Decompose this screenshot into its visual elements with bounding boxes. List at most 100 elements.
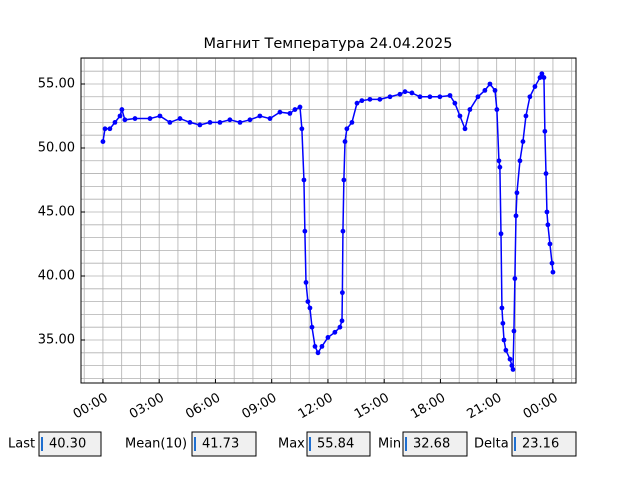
data-point bbox=[147, 116, 153, 121]
x-tick-label: 18:00 bbox=[408, 391, 448, 423]
data-point bbox=[267, 116, 273, 121]
data-point bbox=[547, 241, 553, 247]
data-point bbox=[475, 94, 481, 100]
data-point bbox=[539, 71, 545, 77]
x-tick-label: 06:00 bbox=[183, 391, 223, 423]
data-point bbox=[339, 290, 345, 296]
data-point bbox=[487, 81, 493, 87]
data-point bbox=[503, 347, 509, 353]
data-point bbox=[501, 337, 507, 343]
data-point bbox=[107, 126, 113, 132]
data-point bbox=[227, 117, 233, 123]
data-point bbox=[309, 324, 315, 330]
data-point bbox=[307, 305, 313, 311]
data-point bbox=[117, 113, 123, 119]
data-point bbox=[510, 367, 516, 372]
data-point bbox=[119, 107, 125, 112]
data-point bbox=[292, 107, 298, 112]
data-point bbox=[457, 113, 463, 119]
data-point bbox=[122, 117, 128, 123]
data-point bbox=[496, 158, 502, 164]
data-point bbox=[301, 177, 307, 183]
chart-title: Магнит Температура 24.04.2025 bbox=[204, 36, 453, 52]
stat-label: Min bbox=[378, 437, 401, 452]
data-point bbox=[417, 94, 423, 100]
x-tick-label: 09:00 bbox=[239, 391, 279, 423]
stat-value: 32.68 bbox=[413, 437, 450, 452]
data-point bbox=[287, 111, 293, 116]
data-point bbox=[342, 139, 348, 144]
plot-frame bbox=[80, 57, 577, 384]
stat-box[interactable] bbox=[402, 431, 468, 457]
data-point bbox=[302, 228, 308, 234]
data-point bbox=[197, 122, 203, 128]
data-point bbox=[167, 119, 173, 125]
data-point bbox=[402, 89, 408, 95]
data-point bbox=[462, 126, 468, 132]
stat-value: 55.84 bbox=[317, 437, 354, 452]
x-tick-label: 15:00 bbox=[352, 391, 392, 423]
data-point bbox=[497, 164, 503, 170]
data-point bbox=[359, 98, 365, 104]
data-point bbox=[337, 324, 343, 330]
data-point bbox=[482, 87, 488, 93]
data-point bbox=[541, 75, 547, 80]
data-point bbox=[507, 356, 513, 362]
data-point bbox=[102, 126, 108, 132]
x-tick-label: 12:00 bbox=[296, 391, 336, 423]
stat-box[interactable] bbox=[306, 431, 371, 457]
data-point bbox=[544, 209, 550, 215]
data-point bbox=[354, 100, 360, 106]
data-point bbox=[325, 335, 331, 340]
stat-box[interactable] bbox=[191, 431, 257, 457]
data-point bbox=[409, 90, 415, 96]
stat-value: 41.73 bbox=[202, 437, 239, 452]
data-point bbox=[305, 299, 311, 304]
stat-label: Mean(10) bbox=[125, 437, 187, 452]
data-point bbox=[492, 87, 498, 93]
stat-value: 40.30 bbox=[49, 437, 86, 452]
data-point bbox=[303, 279, 309, 285]
data-point bbox=[514, 190, 520, 196]
data-point bbox=[319, 343, 325, 349]
data-point bbox=[367, 96, 373, 102]
data-point bbox=[247, 117, 253, 123]
data-point bbox=[532, 84, 538, 89]
data-point bbox=[100, 139, 106, 144]
data-point bbox=[467, 107, 473, 112]
data-point bbox=[537, 75, 543, 80]
data-point bbox=[509, 363, 515, 368]
data-point bbox=[257, 113, 263, 119]
stat-box[interactable] bbox=[511, 431, 577, 457]
stat-label: Delta bbox=[474, 437, 509, 452]
stat-box[interactable] bbox=[38, 431, 102, 457]
data-point bbox=[512, 276, 518, 281]
y-tick-label: 55.00 bbox=[38, 76, 75, 91]
data-point bbox=[543, 171, 549, 176]
data-point bbox=[297, 104, 303, 110]
data-point bbox=[332, 329, 338, 335]
data-point bbox=[447, 93, 453, 98]
data-point bbox=[427, 94, 433, 100]
x-tick-label: 00:00 bbox=[521, 391, 561, 423]
data-point bbox=[277, 109, 283, 115]
data-point bbox=[397, 91, 403, 97]
data-point bbox=[511, 328, 517, 334]
data-point bbox=[207, 119, 213, 125]
y-tick-label: 50.00 bbox=[38, 140, 75, 155]
x-tick-label: 00:00 bbox=[71, 391, 111, 423]
data-point bbox=[341, 177, 347, 183]
data-point bbox=[344, 126, 350, 132]
stat-label: Last bbox=[8, 437, 35, 452]
data-point bbox=[112, 119, 118, 125]
data-point bbox=[437, 94, 443, 100]
data-point bbox=[498, 231, 504, 237]
data-point bbox=[312, 343, 318, 349]
data-point bbox=[550, 269, 556, 275]
data-point bbox=[177, 116, 183, 121]
data-point bbox=[494, 107, 500, 112]
data-point bbox=[340, 228, 346, 234]
data-point bbox=[349, 119, 355, 125]
data-point bbox=[500, 320, 506, 326]
